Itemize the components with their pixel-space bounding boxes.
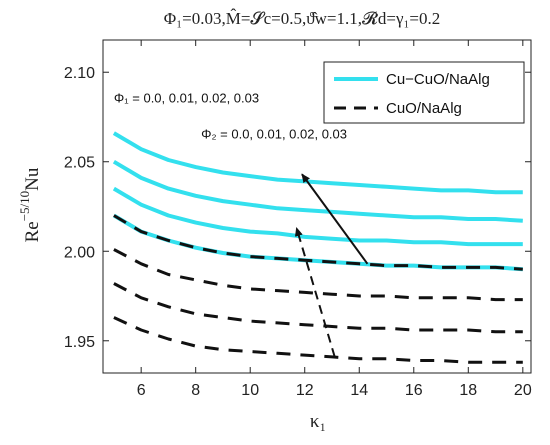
x-tick-label: 14 <box>350 382 368 399</box>
annotation-label-2: Φ₂ = 0.0, 0.01, 0.02, 0.03 <box>201 126 347 141</box>
legend-label-hybrid: Cu−CuO/NaAlg <box>386 71 490 88</box>
annotation-group: Φ₁ = 0.0, 0.01, 0.02, 0.03 Φ₂ = 0.0, 0.01… <box>114 91 347 142</box>
arrow-group <box>294 173 369 358</box>
legend-box <box>323 61 525 124</box>
cuo-nanofluid-line-5 <box>113 214 523 271</box>
hybrid-nanofluid-line-2 <box>112 159 523 223</box>
y-tick-label: 2.00 <box>64 244 95 261</box>
tick-marks <box>103 40 531 373</box>
series-group <box>112 131 523 364</box>
x-tick-label: 10 <box>241 382 259 399</box>
x-tick-label: 6 <box>137 382 146 399</box>
annotation-label-1: Φ₁ = 0.0, 0.01, 0.02, 0.03 <box>114 91 259 106</box>
y-axis-label: Re−5/10Nu <box>17 167 43 242</box>
hybrid-nanofluid-line-1 <box>112 131 523 195</box>
y-tick-label: 1.95 <box>64 334 95 351</box>
chart-title: Φ₁=0.03,M̂=𝓢c=0.5,ϑ̂w=1.1,𝓡d=γ₁=0.2 <box>164 9 440 28</box>
plot-frame <box>102 39 532 374</box>
dashed-trend-arrow <box>294 227 336 358</box>
cuo-nanofluid-line-8 <box>113 316 523 364</box>
y-tick-label: 2.10 <box>64 65 95 82</box>
y-axis-label-text: Re−5/10Nu <box>17 167 43 242</box>
x-tick-label: 12 <box>296 382 314 399</box>
tick-labels: 6 8 10 12 14 16 18 20 1.95 2.00 2.05 2.10 <box>64 65 532 399</box>
legend: Cu−CuO/NaAlg CuO/NaAlg <box>323 61 525 124</box>
x-tick-label: 20 <box>514 382 532 399</box>
x-tick-label: 8 <box>191 382 200 399</box>
y-tick-label: 2.05 <box>64 155 95 172</box>
cuo-nanofluid-line-6 <box>113 248 523 302</box>
x-axis-label: κ₁ <box>310 411 326 432</box>
hybrid-nanofluid-line-3 <box>112 186 523 247</box>
legend-label-cuo: CuO/NaAlg <box>386 100 462 117</box>
x-tick-label: 16 <box>405 382 423 399</box>
x-tick-label: 18 <box>459 382 477 399</box>
solid-trend-arrow <box>301 173 369 265</box>
cuo-nanofluid-line-7 <box>113 282 523 334</box>
